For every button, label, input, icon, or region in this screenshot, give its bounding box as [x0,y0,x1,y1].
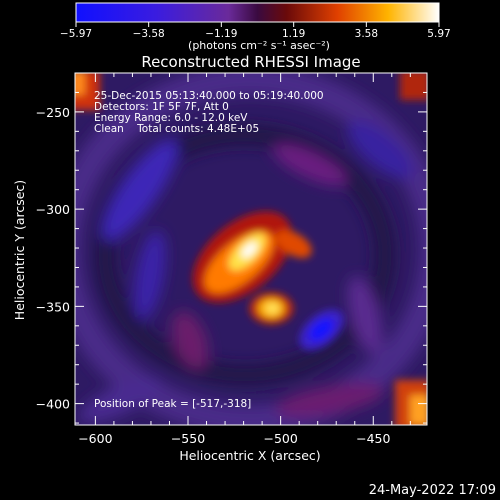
footer-date: 24-May-2022 17:09 [369,483,496,498]
x-tick-label: −450 [356,431,390,446]
negative-core [309,318,334,341]
annotations: 25-Dec-2015 05:13:40.000 to 05:19:40.000… [94,90,324,410]
annotation-line: Energy Range: 6.0 - 12.0 keV [94,112,248,124]
colorbar-gradient [75,2,440,23]
source-arc [275,230,312,258]
colorbar: −5.97 −3.58 −1.19 1.19 3.58 5.97 (photons cm⁻… [60,2,451,52]
colorbar-tick-label: −5.97 [60,28,92,40]
colorbar-tick-label: 5.97 [427,28,450,40]
peak-position-label: Position of Peak = [-517,-318] [94,398,251,410]
x-axis-label: Heliocentric X (arcsec) [179,448,320,463]
colorbar-tick-label: −3.58 [133,28,165,40]
source-peak-center [241,242,258,258]
x-tick-label: −600 [78,431,112,446]
y-axis-label: Heliocentric Y (arcsec) [12,180,27,320]
secondary-peak [266,303,279,314]
annotation-line: Detectors: 1F 5F 7F, Att 0 [94,101,229,113]
emission-sources [192,211,344,350]
x-tick-label: −500 [263,431,297,446]
chart-title: Reconstructed RHESSI Image [141,53,360,71]
annotation-line: Clean Total counts: 4.48E+05 [94,123,259,135]
y-tick-label: −400 [36,397,70,412]
colorbar-tick-label: −1.19 [205,28,237,40]
plot-frame [74,72,428,426]
corner-artifacts [75,73,427,425]
colorbar-tick-label: 1.19 [282,28,305,40]
y-tick-label: −250 [36,105,70,120]
image-texture [75,73,427,425]
annotation-line: 25-Dec-2015 05:13:40.000 to 05:19:40.000 [94,90,324,102]
x-tick-label: −550 [171,431,205,446]
y-tick-label: −350 [36,299,70,314]
colorbar-unit-label: (photons cm⁻² s⁻¹ asec⁻²) [188,39,330,52]
axes: −600 −550 −500 −450 −250 −300 −350 −400 [36,72,427,446]
plot-area [75,73,427,425]
colorbar-tick-label: 3.58 [355,28,378,40]
y-tick-label: −300 [36,202,70,217]
colorbar-ticks: −5.97 −3.58 −1.19 1.19 3.58 5.97 [60,22,451,40]
